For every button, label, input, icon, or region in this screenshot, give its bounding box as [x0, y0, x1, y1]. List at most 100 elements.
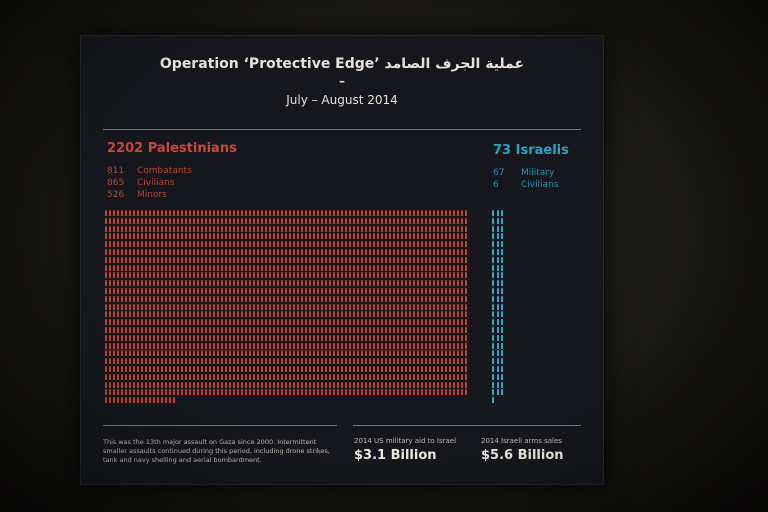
person-figure	[237, 210, 239, 216]
person-figure	[313, 389, 315, 396]
person-figure	[461, 303, 463, 310]
person-figure	[496, 256, 499, 263]
person-figure	[309, 288, 311, 294]
person-figure	[141, 381, 143, 388]
person-figure	[125, 303, 127, 310]
person-figure	[201, 225, 203, 232]
person-figure	[369, 319, 371, 326]
person-figure	[149, 264, 151, 271]
person-figure	[245, 366, 247, 372]
person-figure	[125, 319, 127, 326]
person-figure	[213, 295, 215, 302]
person-figure	[265, 350, 267, 357]
person-figure	[373, 280, 375, 287]
person-figure	[277, 225, 279, 232]
person-figure	[169, 272, 171, 279]
person-figure	[229, 334, 231, 341]
person-figure	[129, 334, 131, 341]
person-figure	[277, 264, 279, 271]
person-figure	[313, 334, 315, 341]
person-figure	[337, 311, 339, 318]
person-figure	[141, 256, 143, 263]
person-figure	[213, 342, 215, 349]
person-figure	[333, 358, 335, 365]
person-figure	[225, 249, 227, 255]
person-figure	[425, 334, 427, 341]
person-figure	[449, 303, 451, 310]
person-figure	[117, 233, 119, 240]
person-figure	[496, 319, 499, 326]
person-figure	[345, 358, 347, 365]
person-figure	[377, 210, 379, 216]
person-figure	[197, 225, 199, 232]
person-figure	[125, 334, 127, 341]
person-figure	[185, 373, 187, 380]
person-figure	[257, 295, 259, 302]
person-figure	[273, 381, 275, 388]
person-figure	[269, 381, 271, 388]
person-figure	[285, 381, 287, 388]
person-figure	[453, 272, 455, 279]
person-figure	[153, 373, 155, 380]
person-figure	[393, 334, 395, 341]
person-figure	[253, 256, 255, 263]
person-figure	[273, 264, 275, 271]
person-figure	[265, 217, 267, 224]
person-figure	[109, 288, 111, 294]
person-figure	[221, 225, 223, 232]
person-figure	[109, 280, 111, 287]
person-figure	[273, 327, 275, 333]
person-figure	[189, 295, 191, 302]
person-figure	[369, 225, 371, 232]
person-figure	[365, 358, 367, 365]
person-figure	[397, 381, 399, 388]
person-figure	[437, 280, 439, 287]
person-figure	[401, 350, 403, 357]
person-figure	[277, 217, 279, 224]
person-figure	[213, 389, 215, 396]
person-figure	[161, 264, 163, 271]
person-figure	[301, 225, 303, 232]
person-figure	[401, 319, 403, 326]
person-figure	[113, 358, 115, 365]
person-figure	[405, 342, 407, 349]
person-figure	[237, 272, 239, 279]
person-figure	[161, 280, 163, 287]
person-figure	[365, 334, 367, 341]
person-figure	[177, 389, 179, 396]
person-figure	[417, 358, 419, 365]
person-figure	[281, 342, 283, 349]
person-figure	[205, 327, 207, 333]
person-figure	[369, 358, 371, 365]
person-figure	[417, 295, 419, 302]
person-figure	[269, 241, 271, 248]
person-figure	[217, 381, 219, 388]
person-figure	[385, 210, 387, 216]
person-figure	[349, 210, 351, 216]
person-figure	[233, 366, 235, 372]
person-figure	[249, 350, 251, 357]
person-figure	[109, 334, 111, 341]
person-figure	[121, 373, 123, 380]
person-figure	[197, 373, 199, 380]
person-figure	[109, 256, 111, 263]
person-figure	[309, 241, 311, 248]
person-figure	[177, 334, 179, 341]
person-figure	[249, 241, 251, 248]
person-figure	[433, 217, 435, 224]
person-figure	[461, 241, 463, 248]
person-figure	[149, 233, 151, 240]
person-figure	[417, 288, 419, 294]
person-figure	[165, 295, 167, 302]
person-figure	[461, 319, 463, 326]
person-figure	[293, 389, 295, 396]
person-figure	[501, 311, 503, 318]
person-figure	[245, 303, 247, 310]
person-figure	[145, 381, 147, 388]
person-figure	[329, 217, 331, 224]
person-figure	[205, 311, 207, 318]
person-figure	[277, 366, 279, 372]
arms-sales-value: $5.6 Billion	[481, 448, 564, 463]
person-figure	[257, 217, 259, 224]
person-figure	[269, 288, 271, 294]
